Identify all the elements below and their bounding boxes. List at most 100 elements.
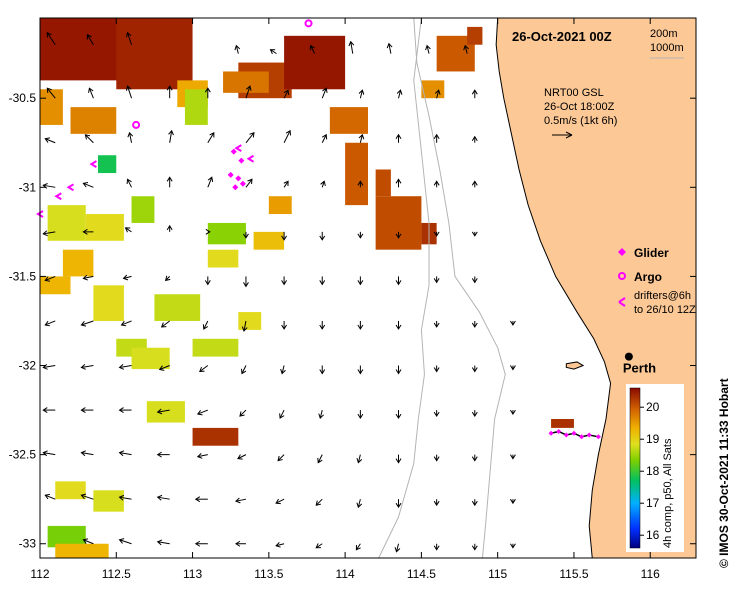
current-arrow-shaft (321, 88, 327, 99)
current-arrow-shaft (237, 454, 247, 460)
current-arrow-head (471, 135, 478, 142)
current-arrow (433, 365, 440, 373)
drifter-marker (66, 183, 75, 192)
current-arrow (434, 89, 441, 99)
current-arrow-head (124, 227, 131, 233)
current-arrow-head (510, 320, 516, 326)
current-arrow-head (320, 180, 326, 187)
current-arrow-head (433, 180, 440, 186)
current-arrow (194, 496, 208, 503)
current-arrow-head (319, 324, 326, 330)
current-arrow-shaft (119, 496, 132, 500)
current-arrow-head (207, 176, 214, 183)
x-tick-label: 112.5 (102, 567, 131, 581)
current-arrow-shaft (127, 179, 132, 188)
current-arrow-shaft (243, 320, 247, 332)
current-arrow-head (118, 494, 125, 501)
current-arrow-head (166, 176, 173, 182)
current-arrow-shaft (45, 320, 56, 326)
current-arrow-shaft (203, 320, 209, 330)
current-arrow (510, 498, 516, 505)
current-arrow-head (319, 235, 326, 241)
current-arrow (207, 176, 214, 188)
drifter-track (548, 428, 601, 440)
current-arrow-head (471, 456, 478, 462)
current-arrow (433, 543, 440, 551)
current-arrow-head (471, 411, 478, 418)
sst-patch (47, 205, 86, 241)
current-arrow-shaft (207, 132, 215, 144)
colorbar-tick-label: 16 (646, 528, 660, 542)
current-arrow-head (42, 407, 48, 414)
current-arrow-head (245, 85, 252, 91)
current-arrow-shaft (283, 89, 289, 99)
current-arrow (80, 450, 94, 457)
current-arrow-shaft (321, 181, 325, 188)
current-arrow-head (425, 44, 431, 51)
current-arrow (471, 320, 478, 328)
current-arrow-shaft (81, 494, 94, 500)
current-arrow (471, 231, 478, 237)
sst-patch (93, 490, 124, 512)
current-arrow-shaft (161, 320, 170, 328)
current-arrow (168, 129, 174, 143)
current-arrow-shaft (157, 496, 170, 500)
current-arrow-shaft (197, 409, 208, 415)
current-arrow (433, 410, 440, 418)
current-arrow-head (118, 407, 124, 414)
current-arrow-head (204, 87, 211, 93)
current-arrow-head (156, 451, 162, 458)
current-arrow-shaft (283, 181, 289, 188)
sst-patch (284, 35, 346, 90)
y-tick-label: -31 (19, 180, 37, 194)
current-arrow (471, 410, 478, 418)
current-arrow-head (471, 500, 478, 507)
current-arrow-shaft (310, 45, 316, 54)
current-arrow-head (356, 457, 363, 464)
current-arrow-head (319, 369, 326, 375)
current-arrow-shaft (43, 452, 56, 456)
current-arrow (235, 497, 247, 504)
x-tick-label: 113.5 (254, 567, 283, 581)
current-arrow-head (433, 133, 440, 140)
current-arrow (118, 538, 132, 545)
current-arrow (386, 42, 393, 54)
current-arrow (283, 129, 292, 143)
current-arrow-shaft (83, 539, 94, 545)
current-arrow-head (44, 320, 50, 327)
current-arrow (358, 89, 365, 99)
sst-patch (184, 89, 208, 125)
current-arrow (44, 493, 56, 500)
current-arrow-head (158, 365, 165, 371)
current-arrow-shaft (125, 227, 132, 233)
current-arrow-shaft (426, 45, 430, 54)
current-scale-arrow (552, 131, 573, 139)
current-arrow-shaft (85, 134, 94, 144)
current-arrow (356, 499, 363, 509)
current-arrow-shaft (157, 409, 170, 413)
current-arrow-head (396, 89, 403, 95)
current-arrow-shaft (436, 90, 440, 99)
current-arrow-head (395, 178, 402, 184)
y-tick-label: -32 (19, 359, 37, 373)
current-arrow (471, 543, 478, 551)
current-arrow (156, 494, 170, 501)
current-arrow-head (394, 547, 401, 553)
drifter-marker (54, 192, 62, 201)
current-arrow-shaft (121, 320, 132, 326)
current-arrow-head (80, 321, 87, 327)
current-arrow-head (471, 89, 478, 95)
sst-patch (85, 214, 124, 241)
current-arrow-head (160, 322, 167, 328)
current-arrow-head (239, 411, 245, 417)
current-arrow-head (156, 408, 163, 415)
current-arrow (243, 276, 249, 288)
current-arrow-head (357, 413, 364, 420)
current-arrow-shaft (388, 43, 392, 54)
current-arrow-head (156, 494, 163, 501)
current-arrow (275, 541, 285, 548)
drifter-legend: drifters@6h to 26/10 12Z (618, 290, 696, 316)
drifter-legend-label-2: to 26/10 12Z (634, 304, 696, 316)
current-arrow-head (433, 367, 440, 373)
